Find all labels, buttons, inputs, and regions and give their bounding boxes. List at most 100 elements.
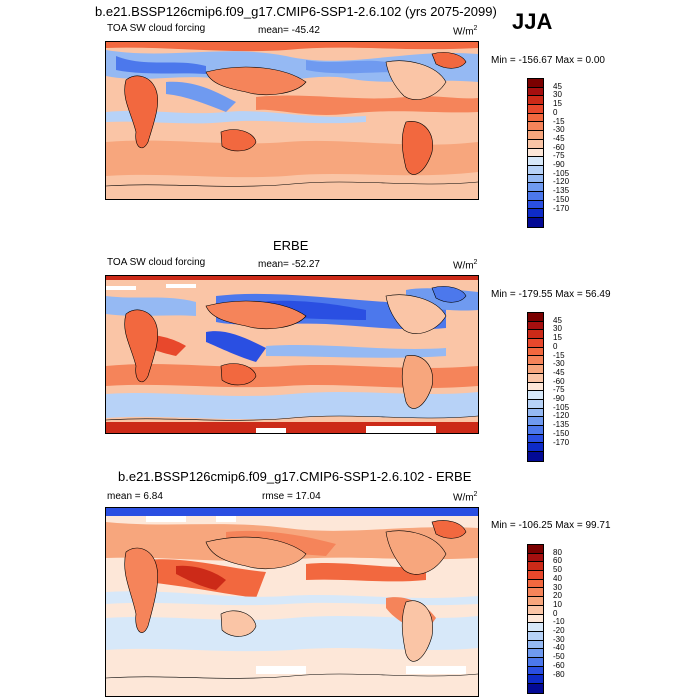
colorbar-tick-label: 0 [553,608,558,618]
colorbar-tick-label: -40 [553,643,565,653]
colorbar-tick-label: -150 [553,428,570,438]
colorbar-cell [528,113,543,123]
colorbar-cell [528,313,543,322]
colorbar-tick-label: -90 [553,394,565,403]
colorbar-cell [528,122,543,132]
colorbar-cell [528,139,543,149]
panel-1-variable: TOA SW cloud forcing [107,23,206,34]
colorbar-tick-label: -20 [553,626,565,635]
colorbar-cell [528,631,543,641]
colorbar-cell [528,562,543,572]
colorbar-cell [528,79,543,88]
colorbar-tick-label: -170 [553,437,570,447]
colorbar-cell [528,553,543,563]
colorbar-tick-label: -15 [553,350,565,360]
colorbar-tick-label: -120 [553,411,570,421]
colorbar-cell [528,640,543,650]
colorbar-tick-label: 0 [553,107,558,117]
colorbar-tick-label: -60 [553,660,565,670]
panel-2-units: W/m2 [453,259,478,272]
colorbar-tick-label: 40 [553,573,562,583]
panel-2-map [105,275,479,434]
colorbar-cell [528,87,543,97]
colorbar-cell [528,321,543,331]
colorbar-cell [528,174,543,184]
colorbar-cell [528,218,543,227]
panel-3-minmax: Min = -106.25 Max = 99.71 [491,520,611,531]
colorbar-cell [528,373,543,383]
colorbar-cell [528,105,543,114]
colorbar-tick-label: 60 [553,556,562,566]
colorbar-tick-label: -90 [553,160,565,169]
colorbar-tick-label: -75 [553,151,565,161]
colorbar-cell [528,200,543,210]
panel-2-variable: TOA SW cloud forcing [107,257,206,268]
colorbar-cell [528,417,543,426]
colorbar-tick-label: -60 [553,142,565,152]
colorbar-cell [528,365,543,374]
colorbar-cell [528,443,543,452]
colorbar-tick-label: 45 [553,81,562,91]
colorbar-cell [528,597,543,606]
colorbar-tick-label: 30 [553,90,562,100]
colorbar-cell [528,382,543,392]
colorbar-tick-label: -105 [553,402,570,412]
colorbar-cell [528,408,543,418]
colorbar-tick-label: 20 [553,591,562,601]
colorbar-cell [528,131,543,140]
panel-2-title: ERBE [273,238,309,253]
panel-2-minmax: Min = -179.55 Max = 56.49 [491,289,611,300]
colorbar-tick-label: 15 [553,99,562,109]
colorbar-cell [528,571,543,580]
panel-3-map [105,507,479,697]
colorbar-tick-label: -45 [553,133,565,143]
colorbar-tick-label: -60 [553,376,565,386]
colorbar-tick-label: -170 [553,203,570,213]
panel-1-units: W/m2 [453,25,478,38]
colorbar-cell [528,183,543,192]
panel-2-colorbar [527,312,544,462]
colorbar-cell [528,391,543,400]
colorbar-cell [528,452,543,461]
colorbar-cell [528,623,543,632]
colorbar-tick-label: 50 [553,565,562,575]
panel-3-mean: mean = 6.84 [107,491,163,502]
colorbar-tick-label: -30 [553,359,565,369]
colorbar-cell [528,157,543,166]
colorbar-tick-label: -75 [553,385,565,395]
colorbar-cell [528,165,543,175]
colorbar-cell [528,588,543,598]
colorbar-tick-label: 30 [553,324,562,334]
colorbar-tick-label: 80 [553,547,562,557]
colorbar-tick-label: -80 [553,669,565,679]
colorbar-cell [528,209,543,218]
colorbar-cell [528,191,543,201]
colorbar-tick-label: -30 [553,634,565,644]
colorbar-tick-label: -30 [553,125,565,135]
colorbar-tick-label: -135 [553,420,570,430]
colorbar-tick-label: -135 [553,186,570,196]
panel-3-rmse: rmse = 17.04 [262,491,321,502]
colorbar-cell [528,96,543,106]
main-title: b.e21.BSSP126cmip6.f09_g17.CMIP6-SSP1-2.… [95,4,497,19]
colorbar-cell [528,434,543,444]
panel-1-colorbar [527,78,544,228]
panel-1-map [105,41,479,200]
colorbar-cell [528,545,543,554]
colorbar-tick-label: 30 [553,582,562,592]
colorbar-cell [528,330,543,340]
season-label: JJA [512,9,553,34]
colorbar-tick-label: -150 [553,194,570,204]
colorbar-cell [528,356,543,366]
colorbar-cell [528,614,543,624]
colorbar-tick-label: -50 [553,652,565,662]
colorbar-cell [528,649,543,658]
colorbar-tick-label: -15 [553,116,565,126]
colorbar-tick-label: -10 [553,617,565,627]
colorbar-cell [528,684,543,693]
colorbar-tick-label: -105 [553,168,570,178]
colorbar-cell [528,657,543,667]
colorbar-tick-label: 15 [553,333,562,343]
colorbar-tick-label: 0 [553,341,558,351]
colorbar-tick-label: 10 [553,599,562,609]
